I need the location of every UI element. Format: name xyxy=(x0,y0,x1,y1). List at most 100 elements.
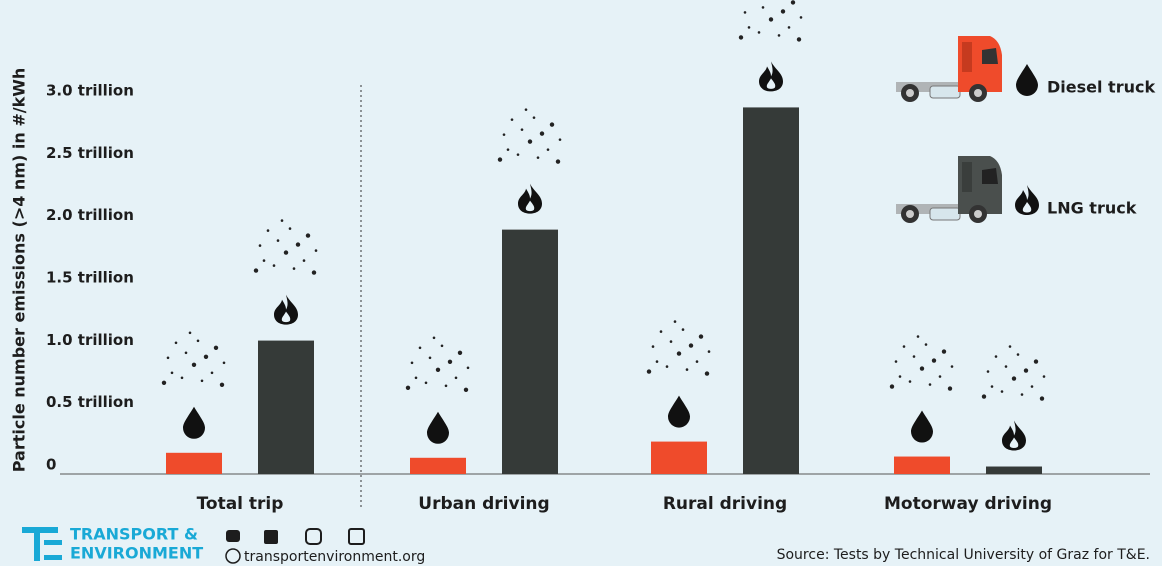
particle xyxy=(768,17,774,22)
particle xyxy=(180,376,184,380)
flame-inner xyxy=(766,78,776,89)
y-tick-label: 3.0 trillion xyxy=(46,81,134,99)
particle xyxy=(266,229,270,232)
particle xyxy=(919,366,925,371)
particle xyxy=(1004,365,1008,368)
particle xyxy=(506,148,510,151)
bar xyxy=(651,441,707,474)
particle xyxy=(894,360,898,363)
particle xyxy=(262,259,266,262)
particle xyxy=(698,334,704,339)
particle xyxy=(463,387,469,392)
particle xyxy=(665,365,669,368)
particle xyxy=(295,242,301,247)
particle xyxy=(780,9,786,14)
particle xyxy=(747,26,751,29)
particle xyxy=(219,382,225,388)
particle xyxy=(527,139,533,144)
particle xyxy=(931,358,937,363)
particle xyxy=(283,250,289,255)
particle xyxy=(787,26,791,29)
particle xyxy=(253,268,259,273)
particle xyxy=(685,368,689,371)
y-tick-label: 2.0 trillion xyxy=(46,206,134,224)
flame-icon xyxy=(1015,185,1039,215)
x-tick-label: Motorway driving xyxy=(884,494,1052,514)
particle xyxy=(947,386,953,391)
particle xyxy=(1033,359,1039,364)
globe-icon xyxy=(225,548,241,564)
particle xyxy=(418,346,422,350)
particle xyxy=(410,361,414,365)
x-tick-label: Rural driving xyxy=(663,494,787,514)
website: transportenvironment.org xyxy=(244,549,425,565)
drop-icon xyxy=(668,395,690,428)
particle xyxy=(432,336,436,340)
y-tick-label: 0 xyxy=(46,456,56,474)
particle xyxy=(1000,390,1004,393)
particle xyxy=(1020,393,1024,396)
y-tick-label: 1.5 trillion xyxy=(46,268,134,286)
flame-icon xyxy=(518,183,542,214)
bar xyxy=(894,456,950,474)
particle xyxy=(669,340,673,343)
particle xyxy=(203,354,209,360)
particle xyxy=(222,361,226,365)
particle xyxy=(1030,385,1034,388)
particle xyxy=(555,159,561,164)
particle xyxy=(990,385,994,388)
y-tick-label: 0.5 trillion xyxy=(46,393,134,411)
particle xyxy=(757,31,761,34)
x-tick-label: Urban driving xyxy=(418,494,549,514)
particle xyxy=(213,345,219,351)
particle xyxy=(928,383,932,386)
legend-label: LNG truck xyxy=(1047,199,1137,218)
particle xyxy=(1016,353,1020,356)
particle xyxy=(924,343,928,346)
particle xyxy=(174,341,178,345)
particle xyxy=(707,350,711,353)
particle xyxy=(516,153,520,156)
particle xyxy=(428,356,432,360)
x-tick-label: Total trip xyxy=(197,494,284,514)
particle xyxy=(994,355,998,358)
particle xyxy=(457,350,463,355)
flame-icon xyxy=(274,294,298,325)
particle xyxy=(902,345,906,348)
particle xyxy=(466,366,470,370)
particle xyxy=(761,6,765,9)
particle xyxy=(510,118,514,121)
particle xyxy=(440,344,444,348)
logo-text: TRANSPORT & xyxy=(70,525,198,544)
particle xyxy=(681,328,685,331)
particle xyxy=(539,131,545,136)
flame-inner xyxy=(281,311,291,323)
flame-icon xyxy=(1002,420,1026,451)
flame-inner xyxy=(1022,202,1032,213)
particle xyxy=(188,331,192,335)
particle xyxy=(912,355,916,358)
particle xyxy=(673,320,677,323)
particle xyxy=(166,356,170,360)
drop-icon xyxy=(183,406,205,439)
particle xyxy=(276,239,280,242)
particle xyxy=(414,376,418,380)
particle xyxy=(1008,345,1012,348)
particle xyxy=(549,122,555,127)
particle xyxy=(738,35,744,40)
particle xyxy=(288,227,292,230)
particle xyxy=(311,270,317,275)
particle xyxy=(280,219,284,222)
particle xyxy=(305,233,311,238)
drop-icon xyxy=(427,411,449,444)
particle xyxy=(424,381,428,385)
particle xyxy=(532,116,536,119)
bar xyxy=(166,452,222,474)
particle xyxy=(688,343,694,348)
source: Source: Tests by Technical University of… xyxy=(777,547,1150,563)
particle xyxy=(659,330,663,333)
bar xyxy=(986,466,1042,474)
bar xyxy=(743,107,799,474)
particle xyxy=(1042,375,1046,378)
particle xyxy=(196,339,200,343)
